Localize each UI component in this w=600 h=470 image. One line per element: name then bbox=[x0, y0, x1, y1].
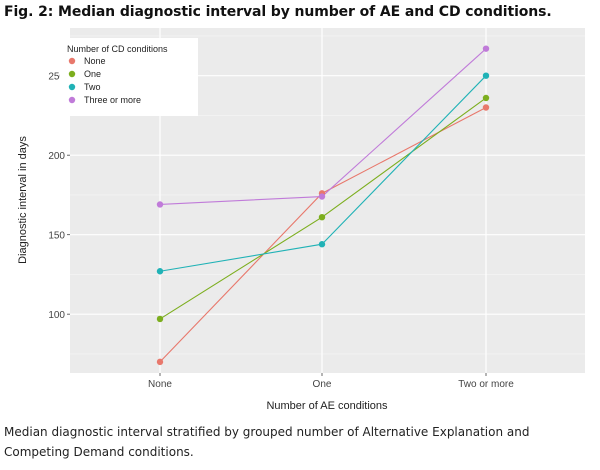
legend-label: Two bbox=[84, 82, 101, 92]
data-point-three-or-more bbox=[318, 193, 326, 200]
legend-label: One bbox=[84, 69, 101, 79]
y-tick-label: 200 bbox=[48, 151, 65, 162]
data-point-two bbox=[482, 72, 490, 79]
legend-label: Three or more bbox=[84, 95, 141, 105]
x-axis-label: Number of AE conditions bbox=[266, 400, 388, 412]
data-point-one bbox=[156, 315, 164, 323]
data-point-two bbox=[156, 268, 164, 275]
y-tick-label: 100 bbox=[48, 310, 65, 321]
legend-label: None bbox=[84, 56, 106, 66]
data-point-one bbox=[318, 213, 326, 221]
data-point-three-or-more bbox=[156, 201, 164, 208]
y-tick-label: 150 bbox=[48, 231, 65, 242]
data-point-none bbox=[156, 358, 164, 366]
data-point-one bbox=[482, 94, 490, 102]
legend-key bbox=[68, 57, 76, 65]
legend-title: Number of CD conditions bbox=[67, 44, 168, 54]
figure-caption: Median diagnostic interval stratified by… bbox=[4, 425, 530, 459]
data-point-three-or-more bbox=[482, 45, 490, 52]
legend-background bbox=[60, 38, 198, 116]
x-tick-label: None bbox=[148, 379, 172, 390]
legend-key bbox=[68, 96, 76, 104]
legend-key bbox=[68, 83, 76, 91]
x-tick-label: One bbox=[313, 379, 332, 390]
y-tick-label: 250 bbox=[48, 72, 65, 83]
data-point-two bbox=[318, 241, 326, 248]
legend-key bbox=[68, 70, 76, 78]
x-tick-label: Two or more bbox=[458, 379, 514, 390]
figure-title: Fig. 2: Median diagnostic interval by nu… bbox=[4, 4, 552, 20]
y-axis-label: Diagnostic interval in days bbox=[17, 136, 29, 264]
series-points bbox=[156, 45, 490, 366]
chart-container: 100 150 200 250 None One Two or more Number o… bbox=[0, 28, 600, 418]
line-chart: 100 150 200 250 None One Two or more Number o… bbox=[17, 28, 585, 412]
x-axis-ticks: None One Two or more bbox=[148, 373, 514, 390]
data-point-none bbox=[482, 104, 490, 111]
legend: Number of CD conditions None One Two Three … bbox=[60, 38, 198, 116]
